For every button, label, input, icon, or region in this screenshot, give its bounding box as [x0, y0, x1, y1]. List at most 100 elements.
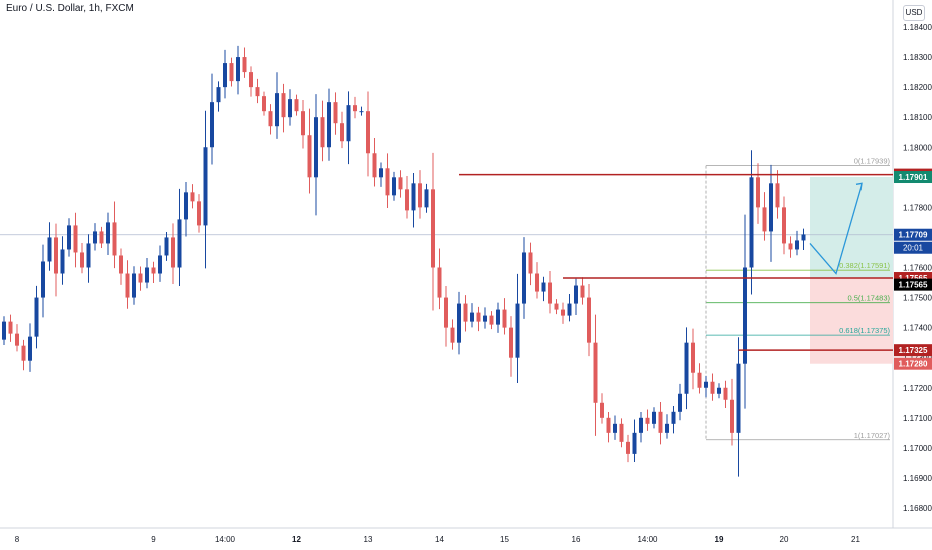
candle-body — [678, 393, 682, 412]
fib-level-label: 0(1.17939) — [854, 157, 891, 166]
fib-level-label: 0.618(1.17375) — [839, 326, 890, 335]
price-tick-label: 1.17500 — [903, 294, 932, 303]
candle-body — [424, 189, 429, 208]
price-tick-label: 1.17400 — [903, 324, 932, 333]
candle-body — [593, 342, 598, 403]
candle-body — [340, 123, 344, 142]
candle-body — [411, 183, 416, 211]
candle-body — [515, 303, 520, 358]
candle-body — [743, 267, 747, 364]
time-tick-label: 21 — [851, 535, 860, 544]
candle-body — [106, 222, 110, 244]
projection-path — [809, 183, 863, 275]
price-tick-label: 1.18100 — [903, 113, 932, 122]
candle-body — [125, 273, 130, 298]
candle-body — [366, 111, 370, 154]
price-tick-label: 1.17800 — [903, 203, 932, 212]
candle-body — [119, 255, 123, 274]
candle-body — [795, 240, 799, 250]
candle-body — [60, 249, 65, 274]
candle-body — [359, 111, 364, 113]
price-tick-label: 1.17000 — [903, 444, 932, 453]
candle-body — [379, 168, 383, 178]
candle-body — [736, 363, 741, 433]
candle-body — [645, 417, 650, 424]
price-axis-badge-label: 1.17901 — [899, 173, 928, 182]
candle-body — [229, 63, 234, 82]
candle-body — [782, 207, 786, 244]
time-tick-label: 14:00 — [637, 535, 658, 544]
candle-body — [372, 153, 377, 178]
candle-body — [288, 99, 292, 118]
candle-body — [8, 321, 13, 334]
candle-body — [28, 336, 32, 361]
candle-body — [184, 192, 188, 220]
candle-body — [2, 321, 6, 340]
candle-body — [775, 183, 780, 208]
candle-body — [483, 315, 487, 322]
time-tick-label: 12 — [292, 535, 301, 544]
candle-body — [210, 102, 214, 148]
fib-level-label: 0.382(1.17591) — [839, 261, 890, 270]
price-tick-label: 1.16800 — [903, 504, 932, 513]
candle-body — [197, 201, 201, 226]
candle-body — [554, 303, 559, 310]
candle-body — [574, 285, 578, 304]
candle-body — [580, 285, 585, 298]
candle-body — [756, 177, 760, 208]
candle-body — [470, 312, 474, 322]
candle-body — [496, 309, 500, 325]
candle-body — [132, 273, 136, 298]
candle-body — [268, 111, 273, 127]
price-axis-badge-label: 1.17280 — [899, 360, 928, 369]
candle-body — [158, 255, 162, 274]
candle-body — [723, 387, 728, 400]
candle-body — [145, 267, 149, 283]
candle-body — [171, 237, 175, 268]
time-tick-label: 13 — [364, 535, 373, 544]
candle-body — [613, 423, 617, 433]
candle-body — [600, 402, 604, 418]
candle-body — [249, 72, 253, 88]
price-tick-label: 1.18300 — [903, 53, 932, 62]
candle-body — [216, 87, 221, 103]
candle-body — [385, 168, 390, 196]
candle-body — [262, 96, 266, 112]
candle-body — [418, 183, 422, 208]
time-tick-label: 14 — [435, 535, 444, 544]
candle-body — [522, 252, 526, 304]
candle-body — [717, 387, 721, 394]
candle-body — [177, 219, 182, 268]
candle-body — [704, 381, 708, 388]
candle-body — [548, 282, 552, 304]
candle-body — [463, 303, 468, 322]
price-axis-badge — [894, 278, 932, 291]
candle-body — [606, 417, 611, 433]
price-axis-badge — [894, 171, 932, 184]
candle-body — [619, 423, 624, 442]
candle-body — [788, 243, 793, 250]
candle-body — [489, 315, 494, 325]
candle-body — [535, 273, 539, 292]
candle-body — [749, 177, 754, 268]
candle-body — [281, 93, 286, 118]
price-tick-label: 1.18400 — [903, 23, 932, 32]
price-axis-badge-label: 1.17565 — [899, 274, 928, 283]
candle-body — [346, 105, 351, 142]
candle-body — [54, 237, 58, 274]
candle-body — [242, 57, 247, 73]
candle-body — [151, 267, 156, 274]
candle-body — [444, 297, 448, 328]
candle-body — [47, 237, 52, 262]
candle-body — [567, 303, 572, 316]
target-zone — [810, 177, 893, 279]
time-tick-label: 20 — [780, 535, 789, 544]
candle-body — [41, 261, 45, 298]
candle-body — [561, 309, 565, 316]
candle-body — [541, 282, 546, 292]
currency-button[interactable]: USD — [903, 5, 925, 21]
price-axis-badge — [894, 357, 932, 370]
candle-body — [93, 231, 97, 244]
candle-body — [528, 252, 533, 274]
